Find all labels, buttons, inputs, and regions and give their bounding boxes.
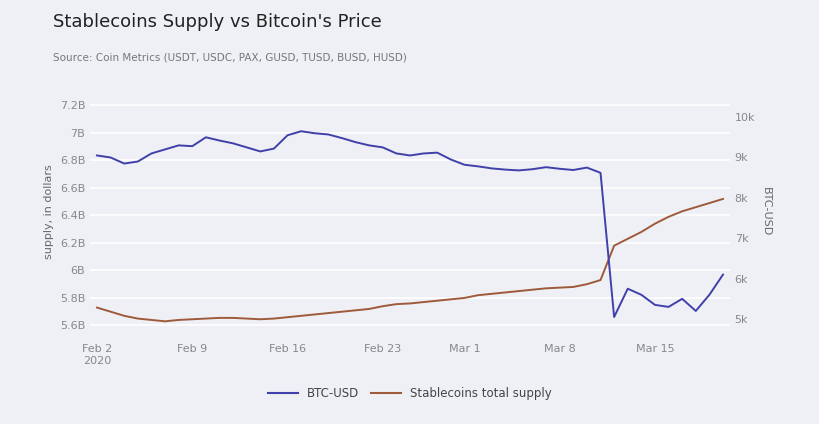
Legend: BTC-USD, Stablecoins total supply: BTC-USD, Stablecoins total supply	[263, 382, 556, 404]
Text: Stablecoins Supply vs Bitcoin's Price: Stablecoins Supply vs Bitcoin's Price	[53, 13, 382, 31]
Y-axis label: supply, in dollars: supply, in dollars	[44, 165, 54, 259]
Y-axis label: BTC-USD: BTC-USD	[760, 187, 770, 237]
Text: Source: Coin Metrics (USDT, USDC, PAX, GUSD, TUSD, BUSD, HUSD): Source: Coin Metrics (USDT, USDC, PAX, G…	[53, 53, 407, 63]
